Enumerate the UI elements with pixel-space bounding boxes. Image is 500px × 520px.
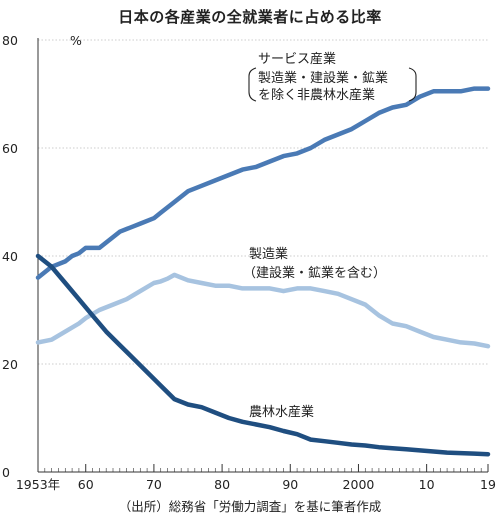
axes: 0 20 40 60 80 % 1953年 60 70 80 90 2000 10 19 [2,33,496,492]
series-lines [35,86,491,457]
y-tick-label: 20 [2,357,18,372]
y-tick-label: 60 [2,141,18,156]
bracket-right [408,67,417,102]
series-line-1 [35,86,491,280]
source-note: （出所）総務省「労働力調査」を基に筆者作成 [118,499,382,514]
x-tick-label: 19 [480,477,496,492]
series-label-service-note1: 製造業・建設業・鉱業 [258,70,388,86]
series-line-3 [35,253,491,457]
series-label-manufacturing: 製造業 [249,246,288,262]
x-tick-label: 2000 [343,477,375,492]
x-tick-label: 60 [78,477,94,492]
bracket-left [248,67,257,102]
y-tick-label: 40 [2,249,18,264]
y-tick-label: 80 [2,33,18,48]
x-tick-label: 90 [282,477,298,492]
series-label-service-note2: を除く非農林水産業 [258,87,375,103]
x-tick-label: 80 [214,477,230,492]
series-label-agriculture: 農林水産業 [249,404,314,420]
y-unit-label: % [70,33,82,48]
x-tick-label: 70 [146,477,162,492]
x-tick-label: 1953年 [16,477,60,492]
series-line-2 [35,272,491,349]
chart-title: 日本の各産業の全就業者に占める比率 [118,8,382,26]
y-tick-label: 0 [2,465,10,480]
x-tick-label: 10 [419,477,435,492]
series-label-manufacturing-note: （建設業・鉱業を含む） [243,265,386,281]
series-label-service: サービス産業 [258,51,336,67]
